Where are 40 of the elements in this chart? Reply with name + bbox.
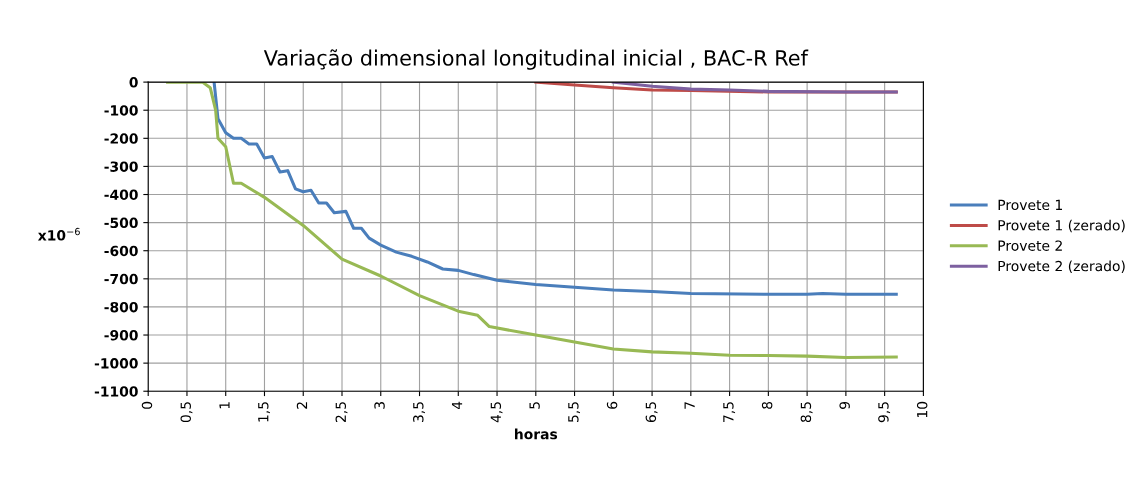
legend-label: Provete 1 (zerado)	[998, 219, 1125, 233]
x-tick-label: 0	[141, 401, 153, 409]
y-tick-label: -1100	[94, 386, 138, 397]
x-tick-label: 4,5	[490, 402, 503, 423]
x-tick-label: 4	[451, 401, 463, 410]
x-tick-label: 7	[684, 402, 695, 409]
legend-label: Provete 1	[998, 199, 1062, 211]
x-axis-title: horas	[515, 428, 558, 440]
y-tick-label: -900	[104, 329, 138, 341]
x-tick-label: 6,5	[645, 402, 658, 423]
y-tick-label: -800	[104, 301, 138, 313]
x-tick-label: 5	[529, 402, 540, 409]
x-tick-label: 8	[761, 401, 773, 409]
y-tick-label: -700	[104, 273, 138, 285]
x-tick-label: 6	[606, 401, 618, 409]
x-tick-label: 5,5	[568, 402, 581, 422]
chart-title: Variação dimensional longitudinal inicial , BAC-R Ref	[263, 49, 809, 70]
x-tick-label: 3	[374, 402, 385, 409]
y-tick-label: -200	[104, 133, 138, 144]
legend-label: Provete 2	[998, 240, 1062, 251]
x-tick-label: 9	[839, 401, 850, 409]
x-tick-label: 8,5	[800, 402, 813, 423]
y-tick-label: -100	[104, 105, 138, 116]
y-tick-label: -300	[104, 161, 138, 172]
x-tick-label: 0,5	[180, 402, 193, 423]
x-tick-label: 2,5	[335, 402, 348, 423]
y-axis-title: x10$^{−6}$	[37, 227, 80, 241]
y-tick-label: -500	[104, 217, 138, 229]
x-tick-label: 1	[219, 402, 230, 409]
y-tick-label: -400	[104, 189, 138, 200]
x-tick-label: 1,5	[258, 402, 270, 422]
y-tick-label: -600	[104, 245, 138, 257]
x-tick-label: 7,5	[723, 402, 736, 422]
y-tick-label: 0	[129, 77, 138, 88]
x-tick-label: 3,5	[413, 402, 425, 422]
y-tick-label: -1000	[94, 358, 138, 369]
legend-label: Provete 2 (zerado)	[998, 260, 1125, 273]
x-tick-label: 9,5	[878, 402, 891, 423]
x-tick-label: 2	[296, 402, 308, 409]
x-tick-label: 10	[916, 401, 928, 418]
